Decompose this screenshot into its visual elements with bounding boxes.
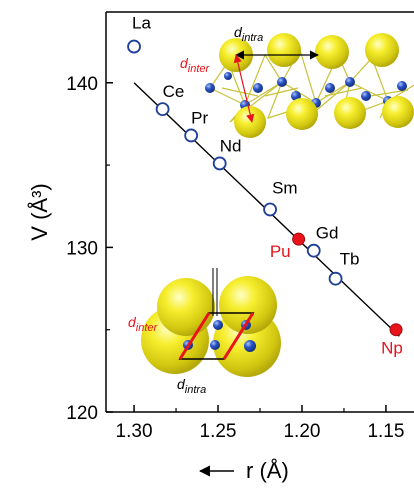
d-inter-label-cell: dinter [128, 314, 159, 334]
label-la: La [132, 14, 151, 33]
y-tick-label: 140 [66, 74, 98, 95]
point-gd [306, 243, 321, 258]
x-tick-label: 1.20 [283, 421, 320, 442]
d-inter-arrow [233, 54, 255, 123]
point-sm [263, 202, 277, 217]
x-tick-label: 1.30 [116, 421, 153, 442]
d-inter-label-top: dinter [180, 55, 211, 75]
point-ce [155, 102, 170, 117]
label-sm: Sm [272, 179, 298, 198]
y-tick-label: 120 [66, 403, 98, 424]
point-np [389, 323, 403, 337]
point-nd [212, 156, 227, 171]
d-intra-label-top: dintra [234, 24, 263, 44]
y-axis-title: V (Å³) [27, 183, 52, 240]
data-points [127, 39, 403, 337]
axis-ticks: 1.30 1.25 1.20 1.15 120 130 140 [66, 74, 404, 442]
label-tb: Tb [340, 250, 360, 269]
x-axis-title: r (Å) [246, 458, 289, 483]
d-intra-label-cell: dintra [177, 376, 206, 396]
x-tick-label: 1.25 [200, 421, 237, 442]
point-la [127, 39, 141, 54]
label-gd: Gd [316, 224, 339, 243]
label-np: Np [381, 339, 403, 358]
layer-structure-inset: dintra dinter [180, 24, 414, 138]
point-pr [184, 128, 199, 143]
label-ce: Ce [163, 82, 185, 101]
cell-structure-inset: dinter dintra [128, 268, 281, 396]
point-pu [292, 232, 306, 246]
inset-yellow-atoms [219, 33, 414, 138]
label-nd: Nd [220, 136, 242, 155]
point-tb [328, 271, 343, 286]
label-pr: Pr [191, 108, 208, 127]
x-axis-title-group: r (Å) [198, 458, 289, 483]
x-tick-label: 1.15 [367, 421, 404, 442]
y-tick-label: 130 [66, 238, 98, 259]
label-pu: Pu [270, 242, 291, 261]
